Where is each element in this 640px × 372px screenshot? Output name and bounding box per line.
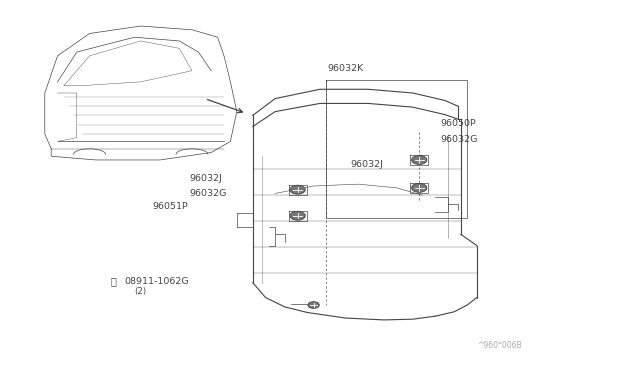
Text: 96032K: 96032K <box>328 64 364 73</box>
Circle shape <box>308 302 319 308</box>
Text: 96032G: 96032G <box>189 189 227 198</box>
Circle shape <box>412 183 427 192</box>
Circle shape <box>290 211 305 220</box>
Text: 08911-1062G: 08911-1062G <box>125 278 189 286</box>
Text: (2): (2) <box>134 287 147 296</box>
Text: 96032J: 96032J <box>351 160 383 169</box>
Circle shape <box>412 155 427 164</box>
Text: ^960*006B: ^960*006B <box>477 341 522 350</box>
Text: Ⓝ: Ⓝ <box>110 276 116 286</box>
Text: 96032G: 96032G <box>440 135 477 144</box>
Text: 96032J: 96032J <box>189 174 222 183</box>
Text: 96050P: 96050P <box>440 119 476 128</box>
Circle shape <box>290 185 305 194</box>
Text: 96051P: 96051P <box>152 202 188 211</box>
